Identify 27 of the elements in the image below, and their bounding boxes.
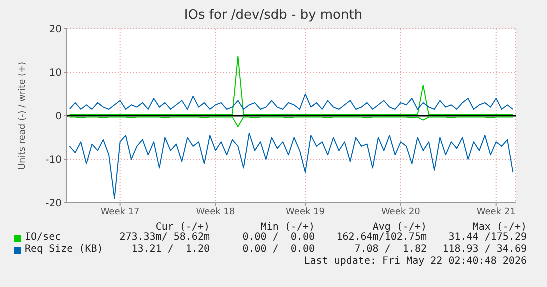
text: 118.93 / 34.69 bbox=[442, 244, 527, 255]
y-tick-label: 10 bbox=[49, 68, 62, 80]
text: 273.33m/ 58.62m bbox=[120, 232, 210, 243]
text: 0.00 / 0.00 bbox=[242, 232, 315, 243]
x-tick-label: Week 21 bbox=[476, 207, 516, 218]
chart-title: IOs for /dev/sdb - by month bbox=[183, 8, 364, 23]
text: 31.44 /175.29 bbox=[448, 232, 527, 243]
x-tick-label: Week 20 bbox=[381, 207, 421, 218]
text: 162.64m/102.75m bbox=[336, 232, 427, 243]
text: Avg (-/+) bbox=[372, 222, 427, 233]
legend-label: Req Size (KB) bbox=[25, 244, 104, 255]
x-tick-label: Week 19 bbox=[286, 207, 326, 218]
legend-label: IO/sec bbox=[25, 232, 62, 243]
text: 13.21 / 1.20 bbox=[132, 244, 210, 255]
text: 0.00 / 0.00 bbox=[242, 244, 315, 255]
text: Last update: Fri May 22 02:40:48 2026 bbox=[304, 256, 527, 267]
y-axis-title: Units read (-) / write (+) bbox=[18, 62, 28, 170]
y-tick-label: -10 bbox=[46, 155, 62, 166]
y-tick-label: 0 bbox=[56, 112, 62, 123]
text: Cur (-/+) bbox=[156, 222, 210, 233]
x-tick-label: Week 18 bbox=[196, 207, 236, 218]
text: Min (-/+) bbox=[260, 222, 315, 233]
y-tick-label: -20 bbox=[46, 198, 62, 210]
text: Max (-/+) bbox=[472, 222, 527, 233]
y-tick-label: 20 bbox=[49, 24, 62, 36]
x-tick-label: Week 17 bbox=[100, 207, 140, 218]
text: 7.08 / 1.82 bbox=[354, 244, 427, 255]
